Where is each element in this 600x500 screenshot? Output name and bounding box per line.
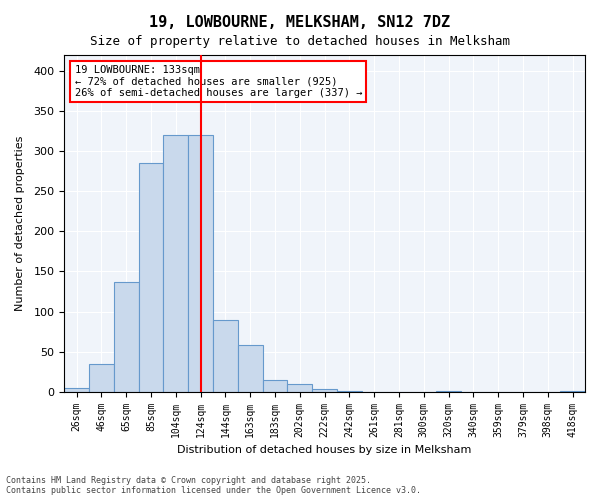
Bar [287,384,312,392]
Text: Size of property relative to detached houses in Melksham: Size of property relative to detached ho… [90,35,510,48]
Text: 19, LOWBOURNE, MELKSHAM, SN12 7DZ: 19, LOWBOURNE, MELKSHAM, SN12 7DZ [149,15,451,30]
Bar [337,391,362,392]
Text: 19 LOWBOURNE: 133sqm
← 72% of detached houses are smaller (925)
26% of semi-deta: 19 LOWBOURNE: 133sqm ← 72% of detached h… [74,65,362,98]
X-axis label: Distribution of detached houses by size in Melksham: Distribution of detached houses by size … [178,445,472,455]
Bar [263,380,287,392]
Bar [213,320,238,392]
Bar [238,345,263,392]
Bar [89,364,114,392]
Bar [114,282,139,392]
Bar [188,135,213,392]
Bar [436,391,461,392]
Bar [163,135,188,392]
Y-axis label: Number of detached properties: Number of detached properties [15,136,25,311]
Bar [312,390,337,392]
Text: Contains HM Land Registry data © Crown copyright and database right 2025.
Contai: Contains HM Land Registry data © Crown c… [6,476,421,495]
Bar [560,391,585,392]
Bar [64,388,89,392]
Bar [139,163,163,392]
